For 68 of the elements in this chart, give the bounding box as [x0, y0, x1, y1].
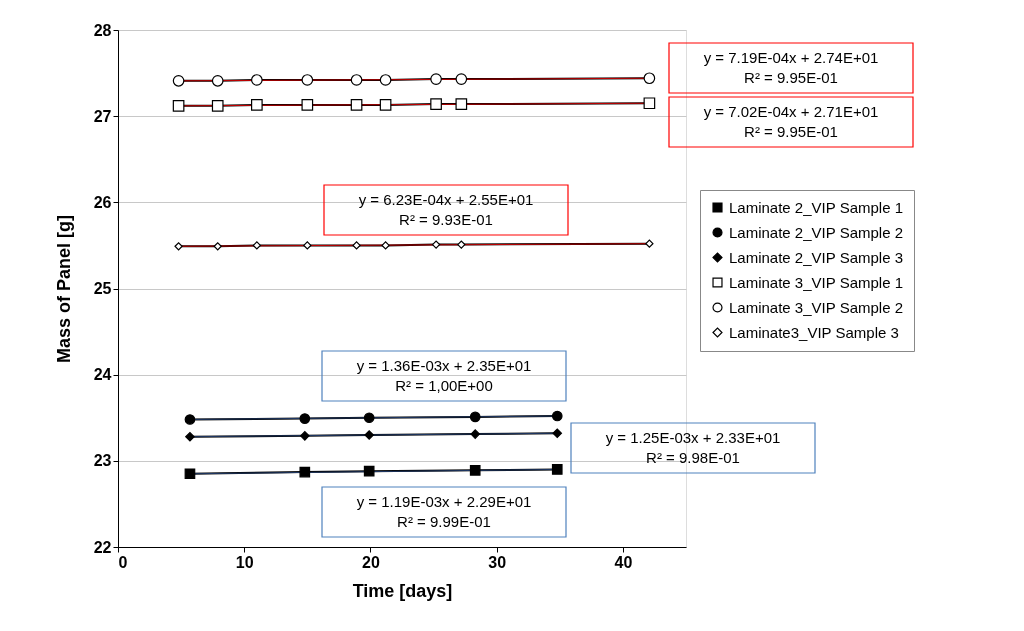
x-tick-label: 40	[614, 553, 633, 571]
point	[299, 413, 311, 424]
x-axis-title: Time [days]	[352, 580, 453, 601]
legend-label: Laminate 3_VIP Sample 1	[729, 273, 904, 291]
y-axis-title: Mass of Panel [g]	[53, 214, 74, 364]
point	[350, 99, 363, 111]
legend-label: Laminate3_VIP Sample 3	[729, 323, 899, 341]
annotation: y = 1.19E-03x + 2.29E+01 R² = 9.99E-01	[356, 493, 532, 530]
annotation: y = 6.23E-04x + 2.55E+01 R² = 9.93E-01	[358, 191, 534, 228]
point	[469, 464, 481, 476]
text: y = 7.02E-04x + 2.71E+01 R² = 9.95E-01	[703, 103, 879, 140]
point	[364, 430, 374, 440]
point	[551, 410, 563, 422]
legend-label: Laminate 3_VIP Sample 2	[729, 298, 904, 316]
point	[211, 99, 224, 112]
point	[301, 99, 314, 111]
text: y = 7.19E-04x + 2.74E+01 R² = 9.95E-01	[703, 49, 879, 86]
point	[363, 465, 375, 477]
point	[457, 240, 466, 249]
point	[470, 429, 480, 439]
legend-label: Laminate 2_VIP Sample 1	[729, 198, 904, 216]
point	[350, 74, 363, 86]
point	[430, 98, 442, 110]
y-tick-label: 28	[93, 21, 112, 39]
point	[643, 97, 656, 110]
point	[184, 414, 196, 425]
point	[379, 99, 392, 111]
y-tick-label: 24	[93, 366, 112, 384]
y-tick-label: 25	[93, 280, 112, 297]
point	[251, 74, 263, 86]
point	[211, 75, 224, 87]
y-tick-label: 27	[93, 107, 112, 125]
point	[300, 431, 310, 441]
annotation: y = 1.25E-03x + 2.33E+01 R² = 9.98E-01	[605, 429, 781, 466]
point	[213, 242, 222, 251]
point	[363, 412, 375, 424]
point	[301, 74, 314, 86]
point	[299, 466, 311, 478]
point	[431, 240, 441, 249]
point	[430, 73, 442, 85]
point	[352, 241, 361, 250]
y-tick-label: 26	[93, 193, 112, 211]
point	[303, 241, 312, 250]
point	[455, 98, 468, 110]
annotation: y = 1.36E-03x + 2.35E+01 R² = 1,00E+00	[356, 357, 532, 394]
point	[645, 239, 654, 248]
x-tick-label: 30	[488, 553, 507, 571]
point	[551, 464, 563, 475]
x-tick-label: 10	[235, 553, 254, 571]
point	[643, 72, 656, 85]
point	[252, 241, 261, 250]
point	[455, 73, 468, 85]
point	[174, 242, 183, 251]
point	[172, 99, 185, 112]
point	[552, 428, 563, 439]
point	[184, 468, 196, 480]
point	[379, 74, 392, 86]
point	[185, 431, 195, 442]
legend-label: Laminate 2_VIP Sample 2	[729, 223, 904, 241]
legend-label: Laminate 2_VIP Sample 3	[729, 248, 904, 266]
point	[251, 99, 263, 111]
y-tick-label: 23	[93, 452, 112, 470]
point	[469, 411, 481, 423]
x-tick-label: 20	[362, 553, 380, 571]
y-tick-label: 22	[93, 538, 112, 556]
point	[172, 75, 185, 87]
x-tick-label: 0	[118, 553, 128, 571]
point	[381, 241, 390, 250]
